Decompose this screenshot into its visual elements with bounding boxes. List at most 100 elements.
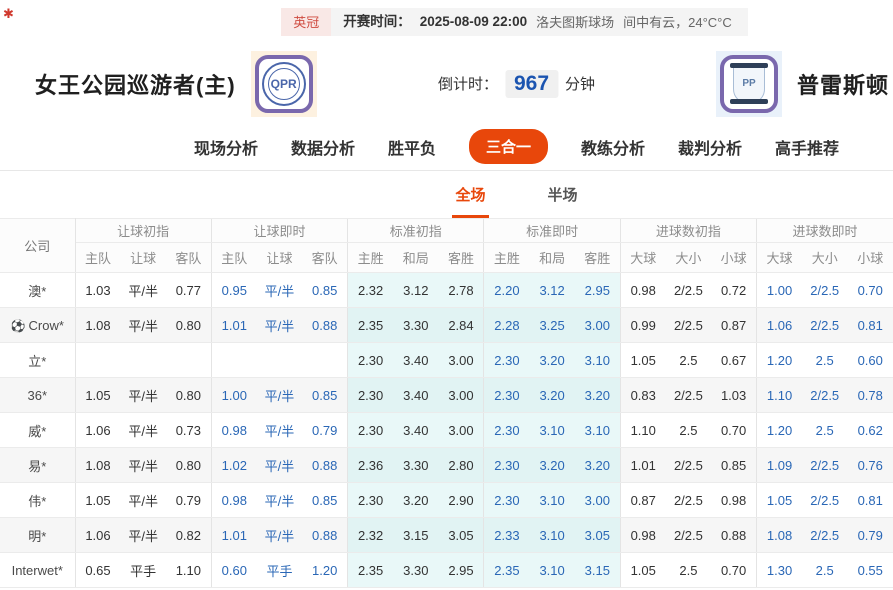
soccer-ball-icon: ⚽: [10, 318, 26, 333]
table-row: 明* 1.06 平/半 0.82 1.01 平/半 0.88 2.32 3.15 3.05 2.33…: [0, 517, 893, 553]
odds-cell: 0.87: [619, 482, 666, 518]
odds-cell: 3.40: [393, 377, 439, 413]
odds-cell: 1.06: [756, 307, 802, 343]
odds-cell: 2.30: [347, 412, 394, 448]
odds-cell: 3.20: [574, 377, 621, 413]
company-cell[interactable]: 伟*: [0, 482, 76, 518]
odds-cell: 3.15: [574, 552, 621, 588]
countdown-unit: 分钟: [565, 76, 596, 93]
nav-tab-5[interactable]: 裁判分析: [678, 140, 743, 158]
odds-cell: 0.98: [619, 517, 666, 553]
odds-cell: 3.05: [574, 517, 621, 553]
odds-cell: 0.79: [302, 412, 348, 448]
company-cell[interactable]: 澳*: [0, 272, 76, 308]
site-mark-icon: ✱: [3, 6, 14, 21]
odds-cell: 3.00: [574, 482, 621, 518]
odds-cell: 平/半: [120, 272, 166, 308]
odds-cell: 0.62: [847, 412, 893, 448]
odds-cell: 0.78: [847, 377, 893, 413]
odds-cell: 3.20: [529, 377, 575, 413]
sub-header: 让球: [256, 242, 303, 273]
subtab-0[interactable]: 全场: [452, 172, 489, 218]
odds-cell: [256, 342, 303, 378]
company-cell[interactable]: Interwet*: [0, 552, 76, 588]
odds-cell: 1.05: [74, 482, 121, 518]
odds-cell: 1.30: [756, 552, 802, 588]
odds-cell: 2.35: [347, 552, 394, 588]
odds-cell: 3.40: [393, 412, 439, 448]
odds-cell: 3.10: [529, 412, 575, 448]
sub-header: 大小: [802, 242, 848, 273]
odds-cell: 0.85: [302, 377, 348, 413]
subtabs: 全场 半场: [452, 172, 580, 218]
venue-text: 洛夫图斯球场: [536, 14, 615, 30]
odds-cell: 0.99: [619, 307, 666, 343]
table-row: 36* 1.05 平/半 0.80 1.00 平/半 0.85 2.30 3.40 3.00 2.3…: [0, 377, 893, 413]
odds-cell: 3.40: [393, 342, 439, 378]
subtab-1[interactable]: 半场: [547, 187, 578, 204]
odds-cell: 0.87: [711, 307, 757, 343]
company-cell[interactable]: 明*: [0, 517, 76, 553]
odds-cell: 0.81: [847, 307, 893, 343]
odds-cell: 3.20: [529, 447, 575, 483]
odds-cell: 2/2.5: [802, 447, 848, 483]
odds-cell: 1.08: [74, 447, 121, 483]
odds-cell: 2.32: [347, 272, 394, 308]
odds-cell: [302, 342, 348, 378]
odds-cell: [120, 342, 166, 378]
odds-cell: 0.80: [165, 447, 212, 483]
nav-tab-2[interactable]: 胜平负: [387, 140, 436, 158]
company-cell[interactable]: ⚽ Crow*: [0, 307, 76, 343]
match-header: 女王公园巡游者(主) QPR 倒计时： 967 分钟 PP 普雷斯顿: [0, 44, 893, 123]
group-header-4: 进球数初指: [619, 218, 757, 243]
odds-cell: 0.76: [847, 447, 893, 483]
company-cell[interactable]: 威*: [0, 412, 76, 448]
company-cell[interactable]: 易*: [0, 447, 76, 483]
odds-cell: 1.03: [74, 272, 121, 308]
odds-cell: 0.79: [165, 482, 212, 518]
odds-cell: 2.30: [483, 447, 530, 483]
odds-cell: 2/2.5: [802, 307, 848, 343]
league-badge[interactable]: 英冠: [281, 8, 332, 36]
odds-cell: 2.5: [802, 412, 848, 448]
odds-cell: 2.95: [574, 272, 621, 308]
table-row: 威* 1.06 平/半 0.73 0.98 平/半 0.79 2.30 3.40 3.00 2.30…: [0, 412, 893, 448]
sub-header: 主队: [210, 242, 257, 273]
odds-cell: 2.5: [802, 342, 848, 378]
odds-cell: 2.30: [483, 412, 530, 448]
table-row: ⚽ Crow* 1.08 平/半 0.80 1.01 平/半 0.88 2.35 3.30 2.84…: [0, 307, 893, 343]
odds-cell: 2.90: [438, 482, 484, 518]
odds-cell: 2/2.5: [802, 482, 848, 518]
odds-cell: 2.30: [347, 342, 394, 378]
odds-cell: 0.82: [165, 517, 212, 553]
odds-cell: 平手: [120, 552, 166, 588]
odds-cell: 3.25: [529, 307, 575, 343]
odds-cell: 平/半: [256, 412, 303, 448]
odds-cell: 0.65: [74, 552, 121, 588]
odds-cell: 0.81: [847, 482, 893, 518]
odds-cell: 2.33: [483, 517, 530, 553]
nav-tab-6[interactable]: 高手推荐: [775, 140, 840, 158]
odds-cell: 0.79: [847, 517, 893, 553]
company-cell[interactable]: 36*: [0, 377, 76, 413]
odds-cell: 3.10: [529, 517, 575, 553]
sub-header: 客队: [165, 242, 212, 273]
odds-cell: 1.20: [756, 412, 802, 448]
odds-cell: 0.85: [302, 482, 348, 518]
odds-cell: 2.5: [802, 552, 848, 588]
odds-cell: 平/半: [256, 482, 303, 518]
company-cell[interactable]: 立*: [0, 342, 76, 378]
odds-cell: 2.30: [483, 377, 530, 413]
odds-cell: 1.09: [756, 447, 802, 483]
odds-cell: 2.35: [347, 307, 394, 343]
odds-cell: 平/半: [256, 272, 303, 308]
nav-tab-3[interactable]: 三合一: [468, 129, 548, 164]
odds-cell: 2/2.5: [665, 272, 712, 308]
odds-cell: 2.30: [347, 482, 394, 518]
nav-tab-4[interactable]: 教练分析: [581, 140, 646, 158]
odds-cell: 1.05: [619, 342, 666, 378]
nav-tab-1[interactable]: 数据分析: [290, 140, 355, 158]
odds-cell: [165, 342, 212, 378]
nav-tab-0[interactable]: 现场分析: [193, 140, 258, 158]
odds-cell: 3.15: [393, 517, 439, 553]
